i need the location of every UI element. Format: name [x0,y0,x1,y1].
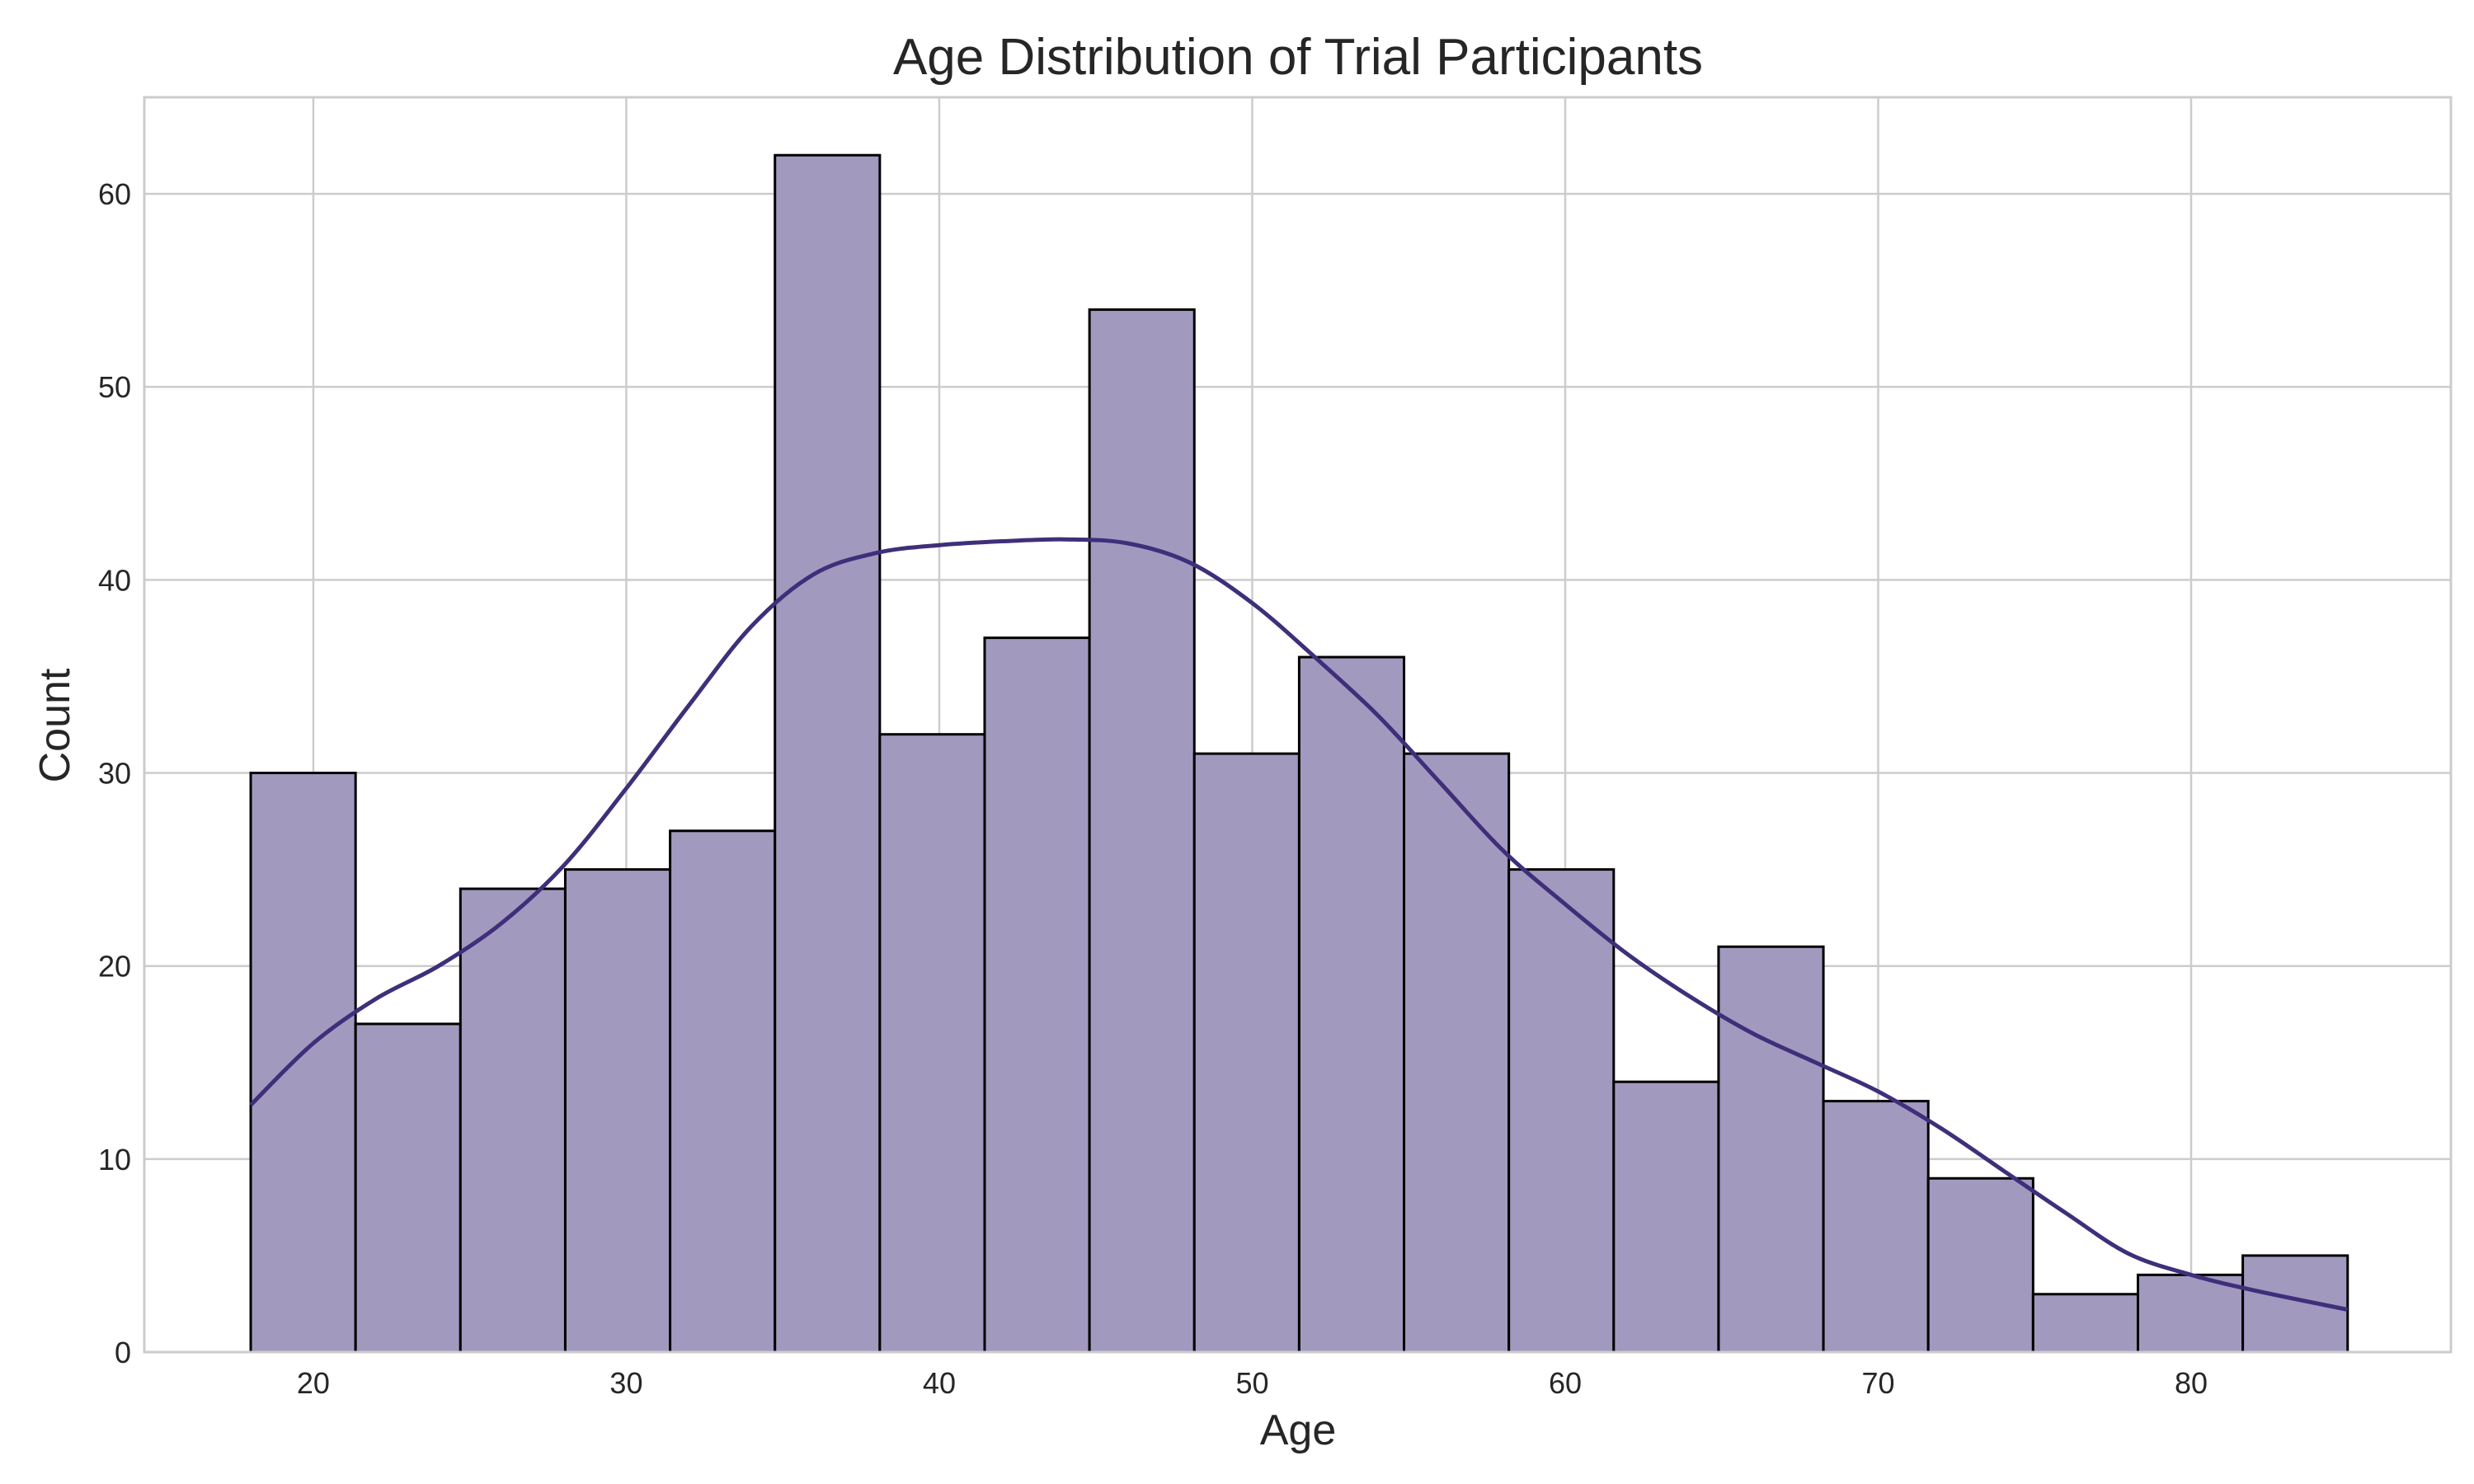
histogram-bar [354,1022,462,1354]
x-tick-label: 80 [2175,1366,2208,1400]
kde-curve-layer [249,537,2349,1312]
histogram-bar [1507,868,1616,1354]
histogram-bar [459,887,567,1354]
x-tick-label: 40 [923,1366,956,1400]
histogram-bar [2136,1273,2245,1354]
histogram-bar [1717,945,1825,1354]
histogram-bar [2241,1254,2349,1354]
y-tick-label: 40 [98,563,131,597]
histogram-bar [563,868,672,1354]
histogram-bar [1822,1100,1930,1354]
plot-frame [143,96,2453,1354]
y-tick-label: 0 [115,1336,131,1369]
y-tick-label: 10 [98,1143,131,1176]
x-tick-label: 20 [297,1366,330,1400]
kde-line [249,537,2349,1312]
histogram-bars [249,153,2349,1354]
histogram-bar [1926,1176,2034,1354]
histogram-bar [249,772,357,1354]
tick-labels: 20 30 40 50 60 70 80 0 10 20 30 40 50 60 [98,177,2208,1400]
histogram-bar [983,636,1091,1354]
y-tick-label: 30 [98,757,131,791]
x-tick-label: 30 [609,1366,642,1400]
histogram-bar [669,829,777,1354]
x-axis-label: Age [1260,1407,1337,1454]
histogram-bar [1297,655,1406,1354]
y-tick-label: 50 [98,370,131,404]
histogram-bar [1192,752,1300,1354]
histogram-bar [1088,308,1196,1354]
histogram-bar [774,153,882,1354]
x-tick-label: 60 [1549,1366,1582,1400]
histogram-bar [1612,1080,1720,1354]
y-axis-label: Count [31,668,79,782]
x-tick-label: 70 [1861,1366,1894,1400]
histogram-bar [2031,1293,2139,1354]
y-tick-label: 20 [98,950,131,984]
x-tick-label: 50 [1235,1366,1268,1400]
grid-lines [144,97,2451,1354]
chart-title: Age Distribution of Trial Participants [893,29,1703,86]
histogram-bar [878,733,986,1354]
y-tick-label: 60 [98,177,131,211]
